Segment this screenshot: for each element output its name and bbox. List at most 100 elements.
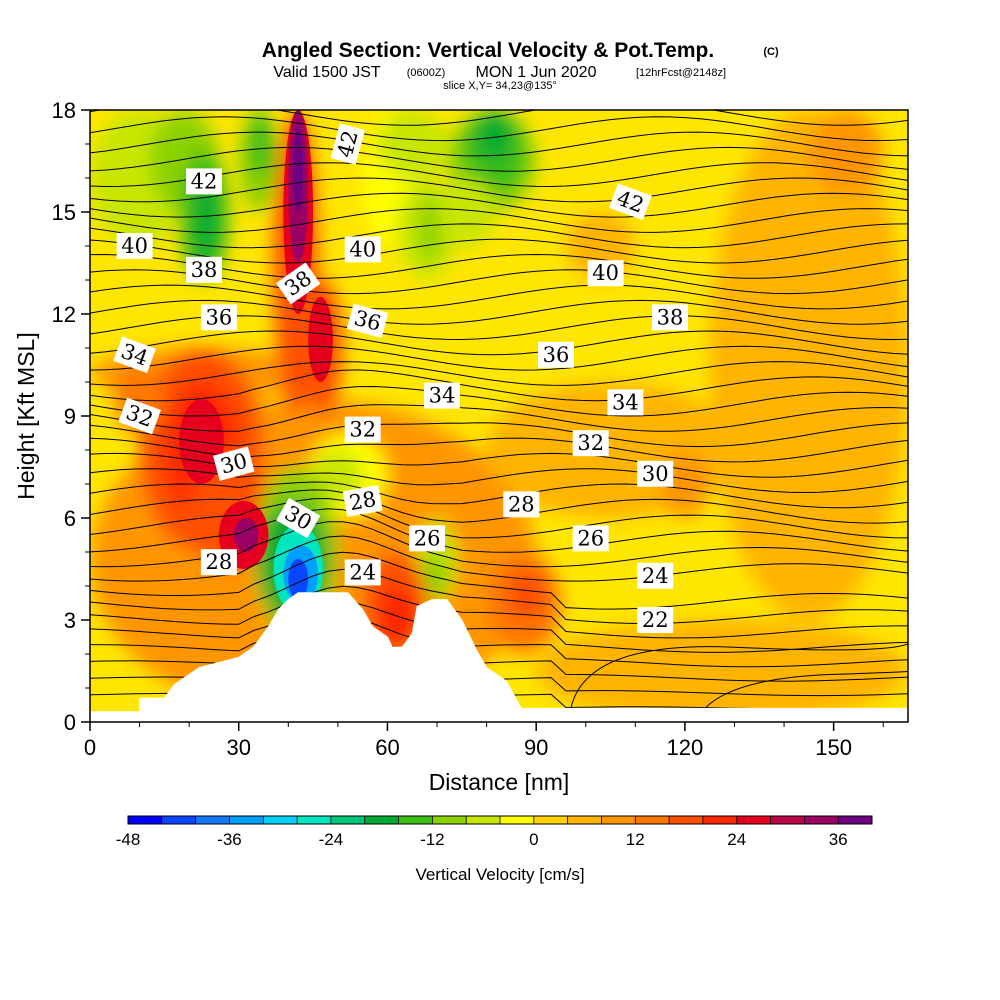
colorbar-tick-label: -36	[217, 830, 242, 849]
isentrope-line	[90, 361, 908, 386]
isentrope-line	[570, 643, 908, 709]
contour-label-text: 32	[349, 418, 376, 442]
contour-label-box	[113, 336, 156, 374]
colorbar-swatch	[330, 816, 366, 824]
x-tick-label: 30	[226, 735, 250, 760]
x-tick-label: 120	[667, 735, 704, 760]
colorbar-swatch	[161, 816, 197, 824]
contour-label: 42	[609, 183, 652, 221]
contour-label: 26	[572, 525, 609, 552]
isentrope-line	[90, 551, 908, 610]
colorbar-swatch	[533, 816, 569, 824]
contour-label-box	[572, 525, 609, 552]
contour-label: 26	[409, 525, 446, 552]
colorbar-swatch	[804, 816, 839, 824]
isentrope-line	[90, 369, 908, 402]
valid-date: MON 1 Jun 2020	[476, 64, 597, 81]
isentrope-line	[90, 508, 908, 553]
x-tick-label: 60	[375, 735, 399, 760]
contour-label-text: 24	[349, 560, 376, 584]
colorbar-swatch	[567, 816, 602, 824]
contour-label-box	[572, 430, 609, 457]
velocity-cell	[506, 569, 547, 620]
colorbar-swatch	[195, 816, 230, 824]
contour-label-box	[652, 304, 688, 331]
velocity-cell	[808, 110, 884, 195]
y-tick-label: 15	[52, 200, 76, 225]
contour-label-box	[503, 491, 540, 518]
contour-label-text: 34	[612, 390, 639, 414]
isentrope-line	[90, 223, 908, 249]
contour-label-box	[637, 562, 674, 589]
y-tick-label: 18	[52, 98, 76, 123]
colorbar-swatch	[838, 816, 873, 824]
colorbar-swatch	[297, 816, 332, 824]
contour-label: 30	[213, 446, 255, 481]
isentrope-line	[90, 110, 908, 126]
contour-label-text: 38	[657, 305, 684, 329]
contour-label-text: 32	[577, 431, 604, 455]
colorbar-swatch	[770, 816, 805, 824]
colorbar-swatch	[364, 816, 399, 824]
contour-label-text: 22	[642, 608, 669, 632]
contour-label: 42	[186, 168, 222, 195]
isentrope-line	[90, 489, 908, 524]
contour-label-text: 40	[349, 237, 376, 261]
isentrope-line	[90, 177, 908, 203]
isentrope-line	[90, 299, 908, 325]
contour-label-text: 30	[642, 462, 669, 486]
isentrope-line	[90, 131, 908, 157]
y-axis: 0 3 6 9 12 15 18	[52, 98, 90, 735]
contour-label-box	[200, 549, 237, 576]
contour-label: 24	[344, 559, 381, 586]
contour-label: 22	[637, 607, 674, 633]
contour-label-text: 28	[206, 550, 233, 574]
y-tick-label: 9	[64, 404, 76, 429]
contour-label-box	[609, 183, 652, 221]
contour-label: 32	[572, 430, 609, 457]
forecast-info: [12hrFcst@2148z]	[636, 67, 726, 79]
contour-label: 42	[330, 123, 366, 165]
contour-label: 38	[186, 256, 222, 283]
contour-label: 40	[116, 233, 153, 259]
velocity-cell	[709, 110, 908, 620]
contour-label-box	[342, 485, 383, 517]
x-tick-label: 0	[84, 735, 96, 760]
velocity-cell	[422, 552, 447, 600]
colorbar-title: Vertical Velocity [cm/s]	[415, 865, 584, 884]
velocity-cell	[308, 297, 333, 382]
chart-title: Angled Section: Vertical Velocity & Pot.…	[262, 39, 714, 62]
contour-label-text: 26	[577, 526, 604, 550]
colorbar-tick-label: 24	[727, 830, 746, 849]
contour-label: 34	[424, 382, 460, 409]
colorbar-swatch	[466, 816, 501, 824]
slice-info: slice X,Y= 34,23@135°	[443, 80, 557, 92]
contour-label-box	[276, 497, 321, 539]
y-axis-title: Height [Kft MSL]	[13, 332, 39, 499]
x-axis-title: Distance [nm]	[429, 769, 570, 795]
isentrope-line	[90, 116, 908, 142]
contour-label: 36	[346, 303, 389, 339]
contour-label-box	[200, 304, 237, 331]
isentrope-line	[90, 385, 908, 417]
contour-label-box	[607, 389, 644, 416]
y-tick-label: 0	[64, 710, 76, 735]
isentrope-line	[90, 162, 908, 188]
colorbar-swatch	[128, 816, 163, 824]
contour-label-text: 40	[592, 261, 619, 285]
isentrope-line	[90, 253, 908, 279]
valid-time-utc: (0600Z)	[407, 67, 446, 79]
contour-label-box	[116, 233, 153, 259]
velocity-cell	[313, 450, 363, 501]
contour-label-text: 40	[121, 234, 148, 258]
isentrope-line	[90, 497, 908, 539]
contour-label-box	[637, 607, 674, 633]
velocity-cell	[194, 178, 219, 263]
isentrope-line	[90, 404, 908, 432]
colorbar: -48 -36 -24 -12 0 12 24 36	[116, 815, 873, 849]
contour-label-box	[186, 168, 222, 195]
colorbar-tick-label: -48	[116, 830, 141, 849]
isentrope-line	[90, 568, 908, 624]
contour-label-text: 28	[347, 487, 377, 515]
